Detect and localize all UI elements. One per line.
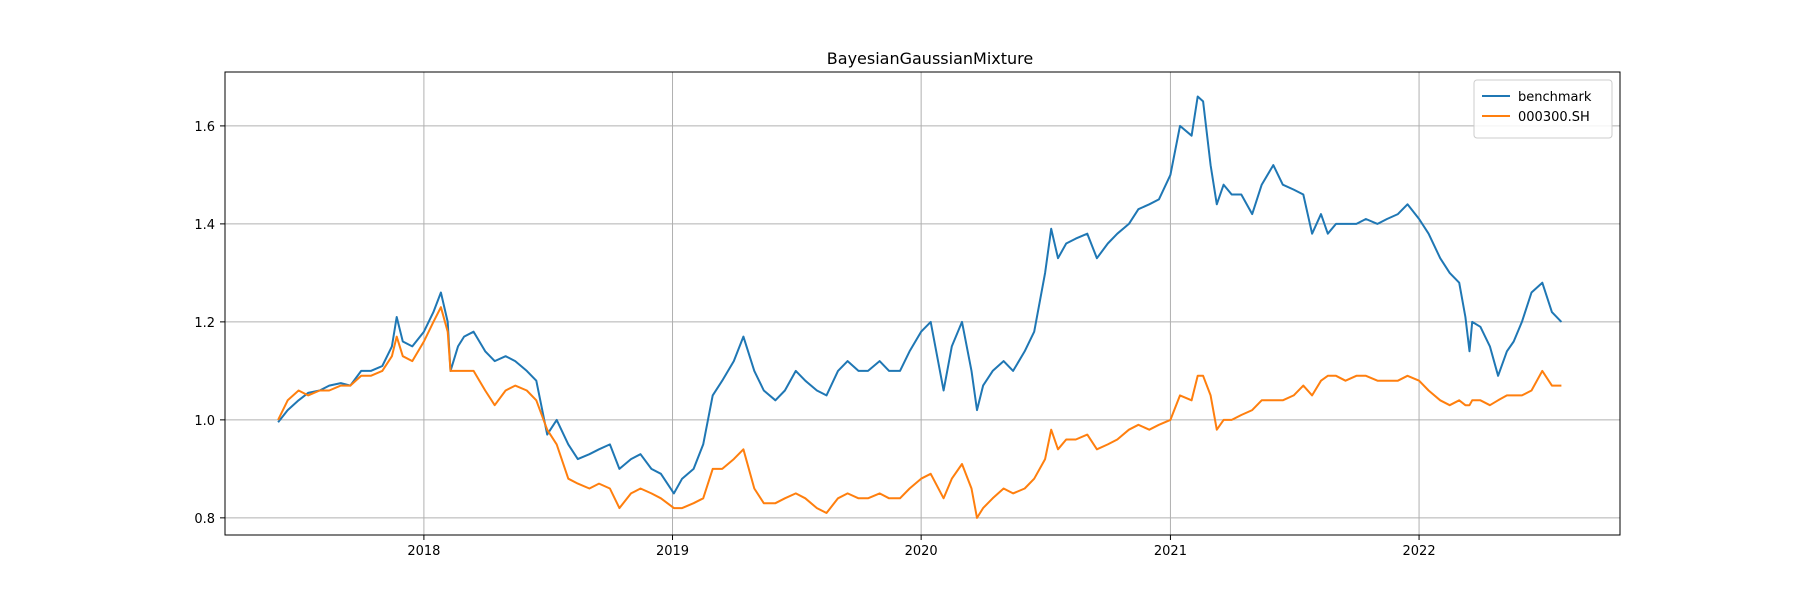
y-axis: 0.8 1.0 1.2 1.4 1.6	[194, 120, 225, 527]
x-tick-label: 2019	[656, 544, 689, 559]
y-tick-label: 0.8	[194, 512, 215, 527]
legend-label: 000300.SH	[1518, 110, 1590, 125]
legend-box	[1473, 79, 1613, 139]
grid-lines	[225, 72, 1620, 535]
plot-frame	[224, 71, 1621, 536]
x-tick-label: 2021	[1154, 544, 1187, 559]
x-axis: 2018 2019 2020 2021 2022	[407, 535, 1436, 559]
chart-title: BayesianGaussianMixture	[827, 49, 1033, 68]
x-tick-label: 2018	[407, 544, 440, 559]
x-tick-label: 2020	[905, 544, 938, 559]
y-tick-label: 1.2	[194, 316, 215, 331]
legend-label: benchmark	[1518, 90, 1592, 105]
series-lines	[277, 95, 1563, 519]
series-line-1	[277, 306, 1562, 519]
x-tick-label: 2022	[1403, 544, 1436, 559]
series-line-0	[277, 95, 1563, 495]
y-tick-label: 1.0	[194, 414, 215, 429]
legend: benchmark 000300.SH	[1473, 79, 1613, 139]
y-tick-label: 1.6	[194, 120, 215, 135]
y-tick-label: 1.4	[194, 218, 215, 233]
